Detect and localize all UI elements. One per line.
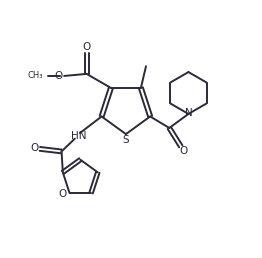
Text: O: O bbox=[83, 42, 91, 52]
Text: HN: HN bbox=[71, 131, 86, 141]
Text: O: O bbox=[54, 71, 63, 81]
Text: CH₃: CH₃ bbox=[28, 71, 43, 80]
Text: O: O bbox=[179, 147, 188, 156]
Text: O: O bbox=[58, 189, 67, 199]
Text: S: S bbox=[123, 135, 129, 145]
Text: N: N bbox=[185, 108, 193, 118]
Text: O: O bbox=[30, 143, 38, 152]
